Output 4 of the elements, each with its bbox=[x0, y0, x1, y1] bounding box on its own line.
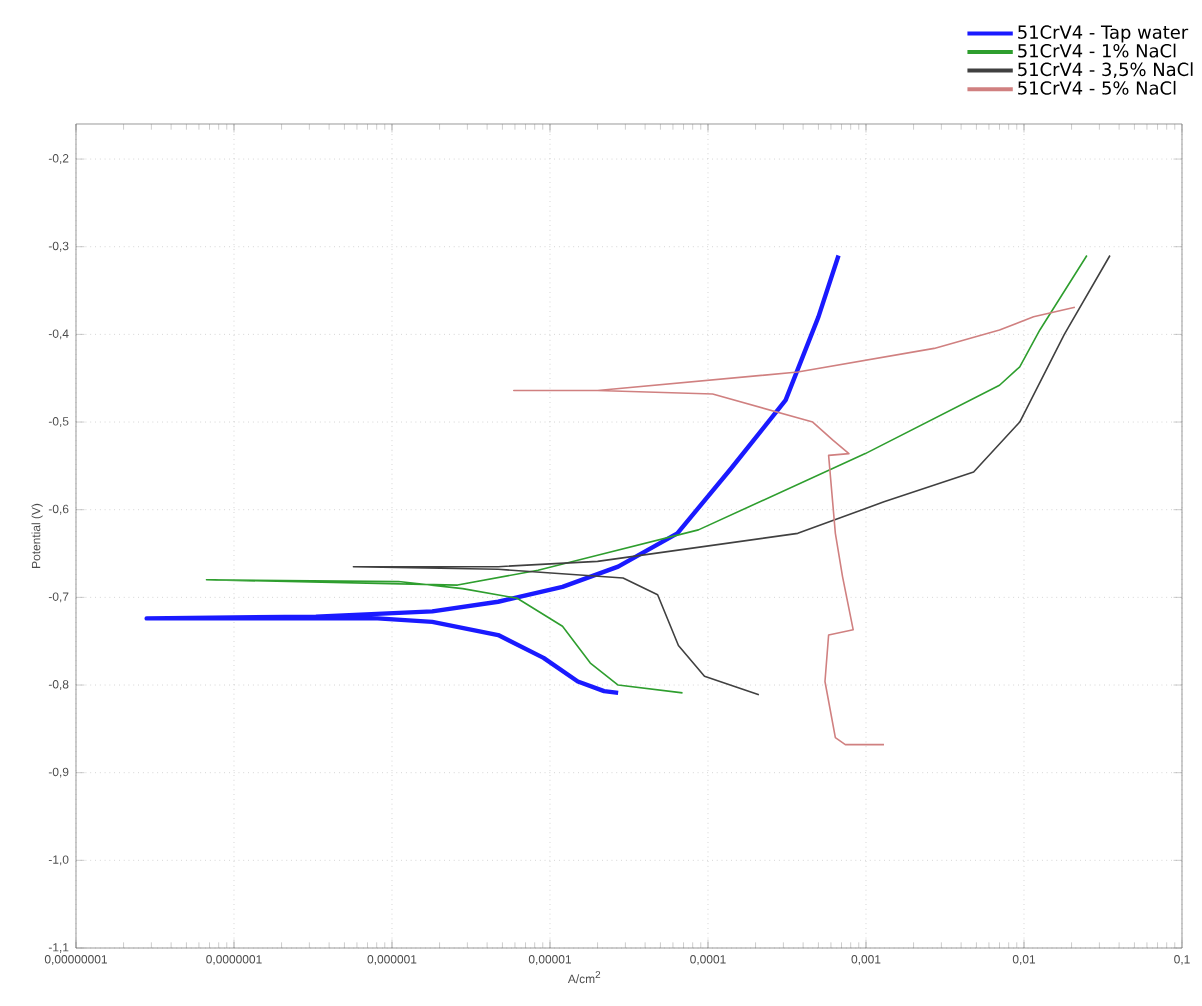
legend-label: 51CrV4 - 1% NaCl bbox=[1018, 43, 1176, 58]
legend-label: 51CrV4 - Tap water bbox=[1018, 25, 1189, 43]
legend-label: 51CrV4 - 5% NaCl bbox=[1018, 80, 1176, 95]
legend-label: 51CrV4 - 3,5% NaCl bbox=[1018, 62, 1193, 78]
